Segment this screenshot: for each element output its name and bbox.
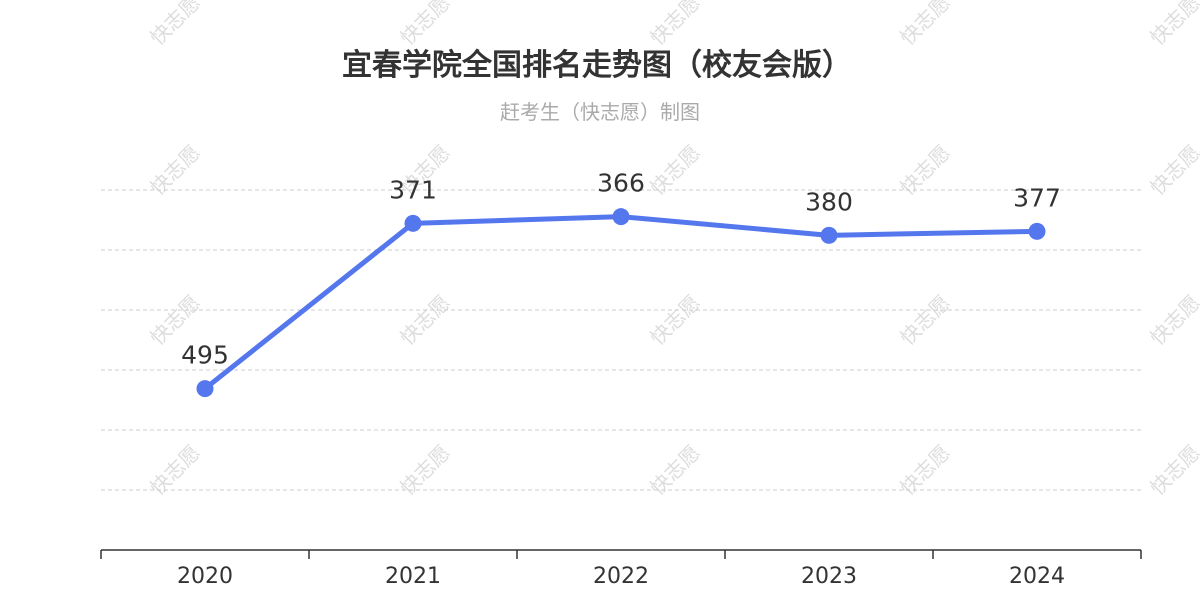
x-tick-label: 2023	[801, 564, 857, 589]
x-tick-label: 2024	[1009, 564, 1065, 589]
x-axis: 2020 2021 2022 2023 2024	[100, 549, 1142, 589]
data-point	[1028, 222, 1046, 240]
x-tick-label: 2021	[385, 564, 441, 589]
watermark-text: 快志愿	[145, 440, 204, 499]
data-point	[404, 214, 422, 232]
watermark-text: 快志愿	[645, 290, 704, 349]
series-line	[202, 214, 1040, 392]
chart-subtitle: 赶考生（快志愿）制图	[500, 100, 700, 124]
data-label: 377	[1013, 183, 1061, 212]
data-label: 371	[389, 175, 437, 204]
watermark-text: 快志愿	[1145, 440, 1200, 499]
watermark-text: 快志愿	[1145, 140, 1200, 199]
watermark-text: 快志愿	[895, 140, 954, 199]
watermark-text: 快志愿	[645, 0, 704, 50]
series-layer: 495 371 366 380 377	[181, 169, 1061, 398]
x-tick-label: 2020	[177, 564, 233, 589]
watermark-text: 快志愿	[1145, 290, 1200, 349]
data-label: 380	[805, 187, 853, 216]
data-label: 495	[181, 341, 229, 370]
watermark-text: 快志愿	[145, 140, 204, 199]
watermark-text: 快志愿	[895, 0, 954, 50]
watermark-text: 快志愿	[395, 440, 454, 499]
data-point	[196, 380, 214, 398]
watermark-text: 快志愿	[645, 440, 704, 499]
data-point	[612, 208, 630, 226]
watermark-text: 快志愿	[895, 440, 954, 499]
x-tick-label: 2022	[593, 564, 649, 589]
grid-lines	[101, 189, 1141, 491]
watermark-text: 快志愿	[895, 290, 954, 349]
data-point	[820, 226, 838, 244]
watermark-text: 快志愿	[645, 140, 704, 199]
watermark-text: 快志愿	[395, 290, 454, 349]
watermark-text: 快志愿	[395, 0, 454, 50]
chart-title: 宜春学院全国排名走势图（校友会版）	[342, 48, 852, 83]
data-label: 366	[597, 169, 645, 198]
watermark-text: 快志愿	[1145, 0, 1200, 50]
watermark-text: 快志愿	[145, 0, 204, 50]
